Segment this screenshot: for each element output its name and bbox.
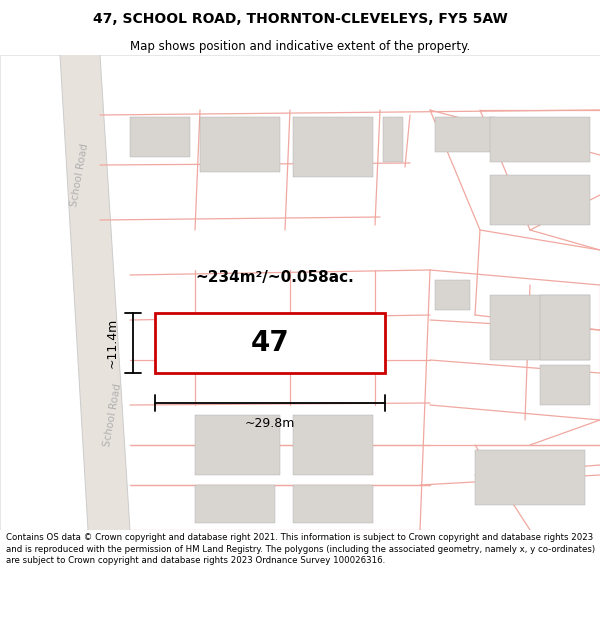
Text: Contains OS data © Crown copyright and database right 2021. This information is : Contains OS data © Crown copyright and d… [6, 533, 595, 566]
Bar [130, 117, 190, 157]
Text: ~29.8m: ~29.8m [245, 417, 295, 430]
Bar [490, 295, 590, 360]
Text: ~234m²/~0.058ac.: ~234m²/~0.058ac. [195, 270, 354, 285]
Bar [383, 117, 403, 162]
Bar [293, 117, 373, 177]
Bar [490, 175, 590, 225]
Bar [540, 295, 590, 360]
Bar [195, 415, 280, 475]
Bar [540, 365, 590, 405]
Text: School Road: School Road [70, 142, 91, 208]
Bar [475, 450, 585, 505]
Text: 47: 47 [251, 329, 289, 357]
Text: 47, SCHOOL ROAD, THORNTON-CLEVELEYS, FY5 5AW: 47, SCHOOL ROAD, THORNTON-CLEVELEYS, FY5… [92, 12, 508, 26]
Bar [435, 117, 495, 152]
Text: ~11.4m: ~11.4m [106, 318, 119, 368]
Bar [490, 117, 590, 162]
Bar [195, 485, 275, 523]
Bar [293, 485, 373, 523]
Bar [435, 280, 470, 310]
Text: School Road: School Road [103, 382, 124, 448]
Polygon shape [60, 55, 130, 530]
Bar [155, 313, 385, 373]
Text: Map shows position and indicative extent of the property.: Map shows position and indicative extent… [130, 39, 470, 52]
Bar [200, 117, 280, 172]
Bar [293, 415, 373, 475]
